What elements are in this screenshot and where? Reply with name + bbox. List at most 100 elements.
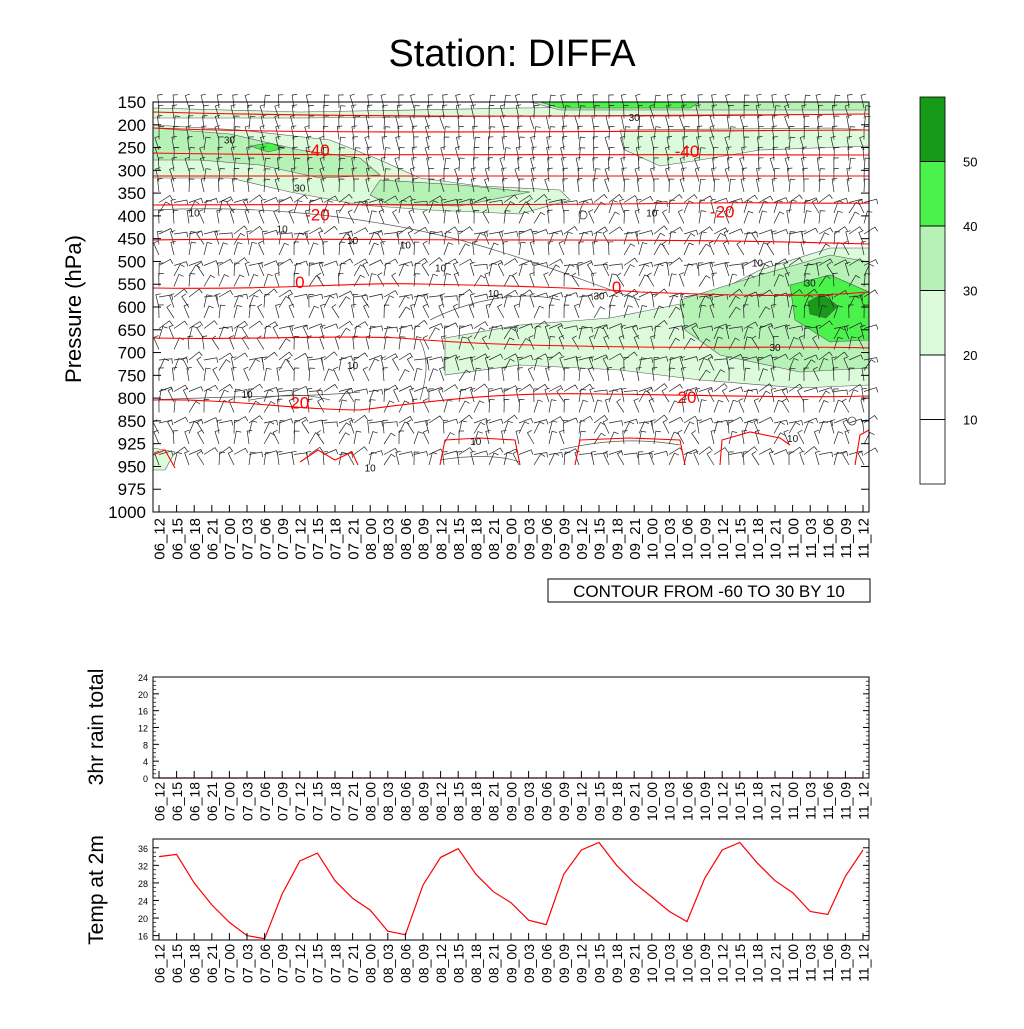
wind-barb [275, 125, 281, 140]
wind-barb [651, 293, 658, 308]
wind-barb [637, 125, 644, 140]
wind-barb [773, 274, 784, 287]
wind-barb [338, 105, 346, 119]
wind-barb [803, 398, 809, 413]
wind-barb [497, 303, 505, 319]
wind-barb [756, 93, 762, 109]
wind-barb [158, 358, 170, 371]
wind-barb [691, 430, 700, 445]
wind-barb [173, 231, 188, 238]
wind-barb [473, 400, 485, 413]
wind-barb [308, 432, 320, 445]
wind-barb [788, 194, 803, 203]
wind-barb [713, 210, 722, 224]
wind-barb [503, 358, 515, 371]
time-tick-label: 06_18 [187, 782, 203, 821]
wind-barb [741, 430, 748, 445]
wind-barb [301, 419, 310, 434]
wind-barb [662, 209, 670, 224]
wind-barb [548, 258, 564, 266]
wind-barb [698, 199, 705, 214]
pressure-tick-label: 950 [118, 457, 146, 476]
wind-barb [308, 261, 324, 267]
wind-barb [621, 167, 627, 182]
wind-barb [527, 366, 535, 382]
wind-barb [217, 262, 223, 277]
wind-barb [801, 156, 807, 172]
wind-barb [533, 452, 548, 458]
wind-barb [623, 147, 630, 161]
wind-barb [653, 305, 664, 319]
wind-barb [473, 147, 480, 161]
time-tick-label: 08_03 [380, 944, 396, 983]
wind-barb [338, 262, 347, 277]
wind-barb [203, 295, 218, 301]
wind-barb [587, 366, 595, 382]
time-tick-label: 09_18 [609, 518, 626, 560]
wind-barb [338, 399, 347, 413]
wind-barb [173, 446, 188, 455]
wind-barb [230, 356, 237, 371]
wind-barb [755, 177, 762, 193]
wind-barb [473, 383, 488, 392]
wind-barb [260, 114, 267, 130]
wind-barb [171, 157, 177, 172]
wind-barb [758, 210, 768, 224]
wind-barb [488, 447, 504, 455]
wind-barb [728, 200, 739, 214]
wind-barb [608, 226, 623, 235]
wind-barb [863, 168, 870, 182]
wind-barb [863, 157, 871, 172]
wind-barb [338, 390, 351, 403]
wind-barb [530, 135, 536, 151]
wind-barb [623, 418, 639, 425]
wind-barb [771, 178, 777, 193]
wind-barb [661, 241, 670, 256]
wind-barb [694, 167, 701, 182]
wind-barb [517, 125, 523, 140]
pressure-tick-label: 925 [118, 435, 146, 454]
wind-barb [818, 420, 829, 434]
wind-barb [740, 177, 746, 193]
wind-barb [668, 452, 680, 466]
wind-barb [452, 303, 460, 319]
wind-barb [232, 94, 238, 109]
wind-barb [548, 452, 560, 466]
wind-barb [533, 262, 549, 268]
wind-barb [683, 147, 690, 161]
y-tick-label: 36 [138, 844, 148, 854]
wind-barb [442, 94, 448, 109]
temperature-plot-frame [152, 838, 870, 941]
wind-barb [398, 324, 414, 330]
wind-barb [383, 453, 396, 466]
wind-barb [512, 272, 520, 287]
wind-barb [620, 156, 626, 172]
wind-barb [608, 94, 614, 109]
wind-barb [848, 304, 854, 319]
wind-barb [351, 156, 357, 172]
wind-barb [458, 325, 465, 340]
wind-barb [173, 126, 179, 140]
wind-barb [728, 178, 736, 193]
wind-barb [608, 389, 619, 403]
wind-barb [803, 420, 814, 434]
wind-barb [216, 94, 223, 109]
wind-barb [214, 125, 220, 140]
wind-barb [488, 105, 495, 119]
wind-barb [488, 418, 504, 425]
wind-barb [272, 429, 280, 445]
wind-barb [485, 198, 492, 214]
humidity-contour [419, 339, 427, 401]
wind-barb [830, 135, 836, 151]
time-tick-label: 07_09 [275, 782, 291, 821]
wind-barb [788, 231, 796, 245]
wind-barb [263, 419, 279, 426]
pressure-tick-label: 250 [118, 139, 146, 158]
wind-barb [293, 420, 301, 434]
time-tick-label: 08_03 [381, 518, 398, 560]
wind-barb [548, 430, 557, 445]
wind-barb [668, 306, 681, 319]
wind-barb [365, 167, 372, 182]
wind-barb [518, 354, 534, 361]
wind-barb [458, 336, 468, 350]
